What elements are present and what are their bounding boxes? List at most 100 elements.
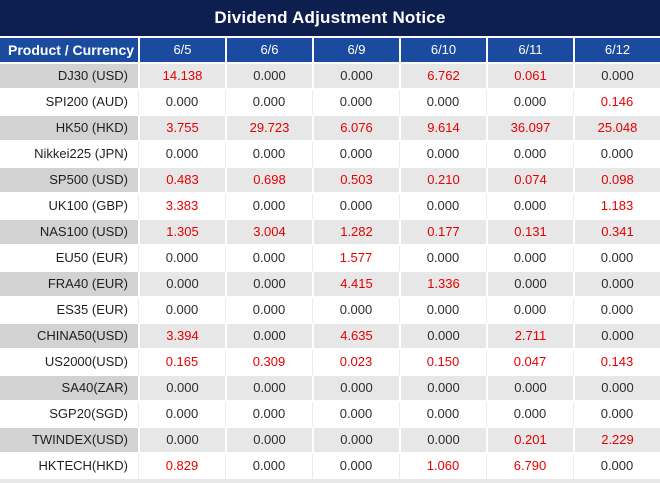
product-label: HKTECH(HKD) <box>0 454 138 480</box>
table-row: TWINDEX(USD) 0.000 0.000 0.000 0.000 0.2… <box>0 428 660 454</box>
adjustment-value: 0.000 <box>138 376 225 402</box>
column-header-date-3: 6/9 <box>312 38 399 64</box>
adjustment-value: 0.210 <box>399 168 486 194</box>
adjustment-value: 0.000 <box>573 142 660 168</box>
adjustment-value: 4.415 <box>312 272 399 298</box>
product-label: EU50 (EUR) <box>0 246 138 272</box>
adjustment-value: 0.000 <box>225 142 312 168</box>
column-header-date-4: 6/10 <box>399 38 486 64</box>
table-row: DJ30 (USD) 14.138 0.000 0.000 6.762 0.06… <box>0 64 660 90</box>
adjustment-value: 0.061 <box>486 64 573 90</box>
table-row: EU50 (EUR) 0.000 0.000 1.577 0.000 0.000… <box>0 246 660 272</box>
adjustment-value: 0.000 <box>573 454 660 480</box>
adjustment-value: 0.000 <box>312 376 399 402</box>
column-header-date-5: 6/11 <box>486 38 573 64</box>
adjustment-value: 2.229 <box>573 428 660 454</box>
adjustment-value: 0.000 <box>312 298 399 324</box>
adjustment-value: 0.000 <box>486 298 573 324</box>
table-row: SP500 (USD) 0.483 0.698 0.503 0.210 0.07… <box>0 168 660 194</box>
adjustment-value: 0.000 <box>225 272 312 298</box>
adjustment-value: 0.698 <box>225 168 312 194</box>
adjustment-value: 0.000 <box>573 246 660 272</box>
adjustment-value: 0.000 <box>399 324 486 350</box>
table-row: FRA40 (EUR) 0.000 0.000 4.415 1.336 0.00… <box>0 272 660 298</box>
adjustment-value: 0.000 <box>312 142 399 168</box>
adjustment-value: 0.165 <box>138 350 225 376</box>
adjustment-value: 0.000 <box>399 194 486 220</box>
adjustment-value: 0.000 <box>486 402 573 428</box>
adjustment-value: 0.000 <box>225 298 312 324</box>
table-row: Nikkei225 (JPN) 0.000 0.000 0.000 0.000 … <box>0 142 660 168</box>
table-row: SA40(ZAR) 0.000 0.000 0.000 0.000 0.000 … <box>0 376 660 402</box>
adjustment-value: 1.336 <box>399 272 486 298</box>
adjustment-value: 0.131 <box>486 220 573 246</box>
product-label: ES35 (EUR) <box>0 298 138 324</box>
adjustment-value: 0.000 <box>138 402 225 428</box>
adjustment-value: 3.383 <box>138 194 225 220</box>
adjustment-value: 0.000 <box>486 90 573 116</box>
adjustment-value: 0.000 <box>225 428 312 454</box>
adjustment-value: 3.004 <box>225 220 312 246</box>
page-title: Dividend Adjustment Notice <box>0 0 660 38</box>
product-label: TWINDEX(USD) <box>0 428 138 454</box>
table-row: ES35 (EUR) 0.000 0.000 0.000 0.000 0.000… <box>0 298 660 324</box>
product-label: SGP20(SGD) <box>0 402 138 428</box>
adjustment-value: 0.000 <box>399 246 486 272</box>
adjustment-value: 0.000 <box>399 90 486 116</box>
adjustment-value: 0.000 <box>486 142 573 168</box>
column-header-date-1: 6/5 <box>138 38 225 64</box>
table-row: CHINA50(USD) 3.394 0.000 4.635 0.000 2.7… <box>0 324 660 350</box>
table-row: US2000(USD) 0.165 0.309 0.023 0.150 0.04… <box>0 350 660 376</box>
adjustment-value: 0.000 <box>399 142 486 168</box>
adjustment-value: 0.000 <box>486 376 573 402</box>
adjustment-value: 0.000 <box>573 298 660 324</box>
adjustment-value: 0.000 <box>312 428 399 454</box>
adjustment-value: 0.023 <box>312 350 399 376</box>
product-label: FRA40 (EUR) <box>0 272 138 298</box>
adjustment-value: 0.000 <box>225 324 312 350</box>
adjustment-value: 0.000 <box>486 194 573 220</box>
adjustment-value: 6.076 <box>312 116 399 142</box>
product-label: UK100 (GBP) <box>0 194 138 220</box>
adjustment-value: 0.000 <box>573 272 660 298</box>
adjustment-value: 0.000 <box>225 402 312 428</box>
adjustment-value: 1.305 <box>138 220 225 246</box>
table-row: HKTECH(HKD) 0.829 0.000 0.000 1.060 6.79… <box>0 454 660 480</box>
adjustment-value: 1.282 <box>312 220 399 246</box>
adjustment-value: 1.060 <box>399 454 486 480</box>
product-label: SP500 (USD) <box>0 168 138 194</box>
dividend-table: Product / Currency 6/5 6/6 6/9 6/10 6/11… <box>0 38 660 480</box>
adjustment-value: 0.047 <box>486 350 573 376</box>
adjustment-value: 0.000 <box>312 90 399 116</box>
column-header-date-6: 6/12 <box>573 38 660 64</box>
adjustment-value: 0.000 <box>312 194 399 220</box>
adjustment-value: 0.000 <box>225 194 312 220</box>
adjustment-value: 4.635 <box>312 324 399 350</box>
adjustment-value: 0.098 <box>573 168 660 194</box>
adjustment-value: 2.711 <box>486 324 573 350</box>
adjustment-value: 0.000 <box>312 402 399 428</box>
adjustment-value: 0.000 <box>138 246 225 272</box>
adjustment-value: 0.000 <box>399 402 486 428</box>
adjustment-value: 0.150 <box>399 350 486 376</box>
adjustment-value: 0.000 <box>225 64 312 90</box>
product-label: NAS100 (USD) <box>0 220 138 246</box>
adjustment-value: 0.143 <box>573 350 660 376</box>
adjustment-value: 0.000 <box>312 454 399 480</box>
adjustment-value: 0.000 <box>399 376 486 402</box>
adjustment-value: 14.138 <box>138 64 225 90</box>
adjustment-value: 6.762 <box>399 64 486 90</box>
table-row: SPI200 (AUD) 0.000 0.000 0.000 0.000 0.0… <box>0 90 660 116</box>
adjustment-value: 9.614 <box>399 116 486 142</box>
table-row: NAS100 (USD) 1.305 3.004 1.282 0.177 0.1… <box>0 220 660 246</box>
adjustment-value: 25.048 <box>573 116 660 142</box>
product-label: DJ30 (USD) <box>0 64 138 90</box>
product-label: US2000(USD) <box>0 350 138 376</box>
table-row: UK100 (GBP) 3.383 0.000 0.000 0.000 0.00… <box>0 194 660 220</box>
product-label: HK50 (HKD) <box>0 116 138 142</box>
adjustment-value: 0.201 <box>486 428 573 454</box>
adjustment-value: 0.000 <box>225 454 312 480</box>
adjustment-value: 1.577 <box>312 246 399 272</box>
adjustment-value: 0.000 <box>138 272 225 298</box>
